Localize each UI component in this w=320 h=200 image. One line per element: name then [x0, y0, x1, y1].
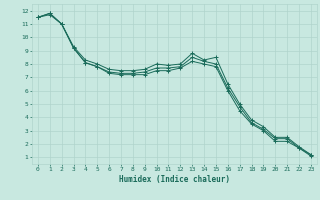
- X-axis label: Humidex (Indice chaleur): Humidex (Indice chaleur): [119, 175, 230, 184]
